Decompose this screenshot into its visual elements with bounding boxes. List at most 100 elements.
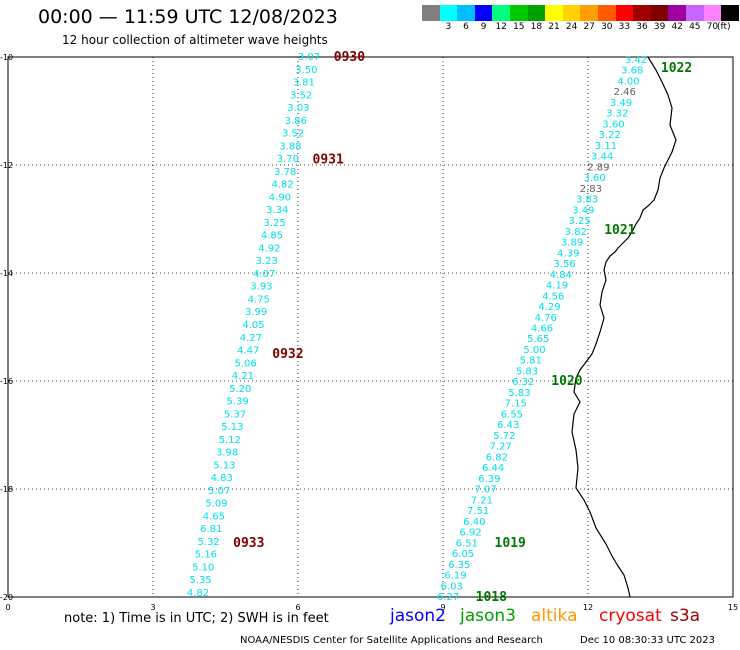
lon-tick-label: 6 — [295, 603, 300, 612]
wave-height-label: 3.50 — [295, 65, 317, 76]
colorbar-swatch — [457, 5, 475, 21]
wave-height-label: 5.16 — [195, 550, 217, 561]
lon-tick-label: 12 — [583, 603, 593, 612]
wave-height-label: 6.03 — [441, 581, 463, 592]
colorbar-label: 27 — [583, 22, 595, 32]
colorbar-swatch — [422, 5, 440, 21]
colorbar-swatch — [474, 5, 493, 21]
wave-height-label: 3.83 — [576, 195, 598, 206]
colorbar-label: 12 — [495, 22, 507, 32]
colorbar-label: 30 — [601, 22, 613, 32]
wave-height-label: 4.00 — [617, 76, 639, 87]
pass-time-label: 0933 — [233, 536, 264, 551]
wave-height-label: 2.46 — [614, 87, 636, 98]
wave-height-label: 7.15 — [505, 399, 527, 410]
generated-timestamp: Dec 10 08:30:33 UTC 2023 — [580, 635, 715, 646]
colorbar-swatch — [509, 5, 528, 21]
colorbar-label: 42 — [671, 22, 683, 32]
colorbar-unit: (ft) — [717, 22, 731, 32]
wave-height-label: 3.60 — [584, 173, 606, 184]
wave-height-label: 4.83 — [211, 473, 233, 484]
lon-tick-label: 15 — [728, 603, 738, 612]
altimeter-pass-a: 3.073.503.813.523.033.863.523.883.703.78… — [187, 50, 365, 599]
map-subtitle: 12 hour collection of altimeter wave hei… — [62, 33, 328, 47]
lat-tick-label: -18 — [0, 485, 13, 494]
colorbar-label: 6 — [463, 22, 469, 32]
wave-height-label: 4.84 — [550, 270, 572, 281]
satellite-legend-item: altika — [531, 606, 578, 626]
colorbar-swatch — [545, 5, 563, 21]
wave-height-label: 5.06 — [234, 358, 256, 369]
colorbar-swatch — [492, 5, 510, 21]
wave-height-label: 5.20 — [229, 384, 251, 395]
wave-height-label: 6.32 — [512, 377, 534, 388]
wave-height-label: 5.72 — [493, 431, 515, 442]
wave-height-label: 6.19 — [444, 571, 466, 582]
colorbar-swatch — [527, 5, 546, 21]
map-frame — [7, 56, 734, 598]
africa-coastline — [571, 56, 677, 598]
colorbar-label: 70 — [706, 22, 719, 32]
colorbar-swatch — [685, 5, 704, 21]
wave-height-label: 3.07 — [298, 52, 320, 63]
satellite-legend-item: jason3 — [460, 606, 516, 626]
wave-height-label: 3.03 — [287, 103, 309, 114]
wave-height-label: 4.05 — [242, 320, 264, 331]
colorbar-swatch — [703, 5, 722, 21]
wave-height-label: 3.78 — [274, 167, 296, 178]
colorbar-swatch — [633, 5, 651, 21]
wave-height-label: 5.65 — [527, 334, 549, 345]
wave-height-label: 4.90 — [269, 192, 291, 203]
wave-height-label: 4.39 — [557, 248, 579, 259]
wave-height-label: 3.49 — [572, 205, 594, 216]
wave-height-label: 5.10 — [192, 562, 214, 573]
wave-height-label: 7.51 — [467, 506, 489, 517]
wave-height-label: 4.66 — [531, 324, 553, 335]
wave-height-label: 3.70 — [277, 154, 299, 165]
wave-height-label: 4.82 — [187, 588, 209, 599]
wave-height-label: 4.07 — [253, 269, 275, 280]
colorbar-label: 36 — [636, 22, 648, 32]
wave-height-label: 3.99 — [245, 307, 267, 318]
wave-height-label: 3.44 — [591, 152, 613, 163]
pass-time-label: 1021 — [604, 223, 635, 238]
wave-height-label: 3.22 — [599, 130, 621, 141]
wave-height-label: 3.86 — [285, 116, 307, 127]
wave-height-label: 2.83 — [580, 184, 602, 195]
colorbar-swatch — [562, 5, 581, 21]
wave-height-label: 2.89 — [587, 162, 609, 173]
wave-height-label: 4.92 — [258, 243, 280, 254]
colorbar-label: 18 — [530, 22, 543, 32]
axis-ticks: -10 -12 -14 -16 -18 -200 3 6 9 12 15 — [0, 53, 738, 612]
pass-time-label: 1019 — [495, 536, 526, 551]
wave-height-label: 3.81 — [293, 78, 315, 89]
wave-height-label: 3.11 — [595, 141, 617, 152]
colorbar-label: 24 — [565, 22, 578, 32]
pass-time-label: 0932 — [272, 347, 303, 362]
wave-height-label: 5.00 — [523, 345, 545, 356]
wave-height-label: 6.27 — [437, 592, 459, 603]
wave-height-label: 6.05 — [452, 549, 474, 560]
pass-time-label: 1020 — [551, 374, 582, 389]
wave-height-label: 3.25 — [568, 216, 590, 227]
wave-height-label: 4.76 — [535, 313, 557, 324]
lat-tick-label: -20 — [0, 593, 13, 602]
wave-height-label: 4.75 — [248, 294, 270, 305]
coastline — [571, 56, 677, 598]
colorbar-label: 39 — [653, 22, 666, 32]
wave-height-label: 7.07 — [474, 485, 496, 496]
wave-height-label: 3.82 — [565, 227, 587, 238]
wave-height-label: 5.35 — [190, 575, 212, 586]
wave-height-label: 5.07 — [208, 486, 230, 497]
footer-note: note: 1) Time is in UTC; 2) SWH is in fe… — [64, 611, 329, 626]
credit-line: NOAA/NESDIS Center for Satellite Applica… — [240, 635, 543, 646]
wave-height-label: 5.37 — [224, 409, 246, 420]
lon-tick-label: 3 — [150, 603, 155, 612]
lat-tick-label: -14 — [0, 269, 13, 278]
wave-height-label: 3.93 — [250, 282, 272, 293]
colorbar-label: 45 — [689, 22, 701, 32]
wave-height-label: 3.68 — [621, 66, 643, 77]
wave-height-label: 6.39 — [478, 474, 500, 485]
wave-height-label: 3.89 — [561, 238, 583, 249]
wave-height-label: 6.35 — [448, 560, 470, 571]
